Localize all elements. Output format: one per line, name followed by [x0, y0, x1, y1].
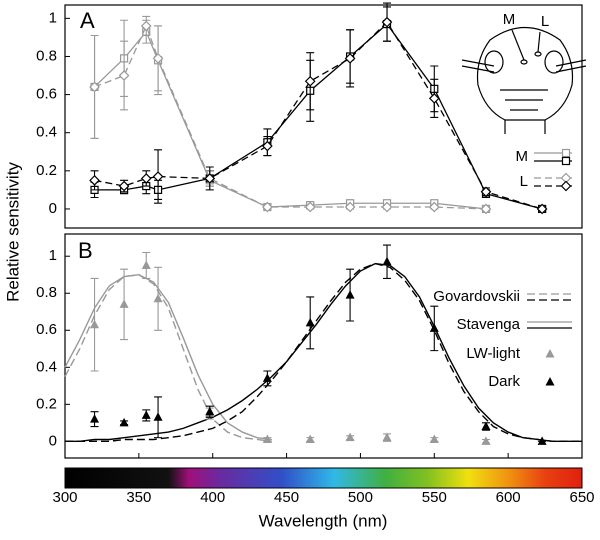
marker — [90, 414, 100, 423]
inset-label: M — [503, 11, 516, 28]
y-tick-label: 1 — [49, 247, 57, 264]
marker — [153, 293, 163, 303]
spectrum-bar — [64, 467, 583, 489]
marker — [305, 317, 315, 327]
marker — [428, 93, 440, 104]
y-tick-label: 0 — [49, 432, 57, 449]
marker — [429, 323, 439, 332]
legend-marker — [560, 180, 572, 192]
plot-frame — [64, 233, 583, 459]
marker — [152, 53, 164, 64]
y-tick-label: 0.4 — [36, 124, 57, 141]
y-tick-label: 0 — [49, 200, 57, 217]
y-tick-label: 0.8 — [36, 47, 57, 64]
marker — [262, 434, 272, 443]
panel-label: A — [80, 8, 95, 33]
legend-marker — [561, 156, 571, 166]
marker — [89, 81, 100, 93]
legend-label: Govardovskii — [433, 288, 520, 305]
marker — [262, 373, 272, 382]
x-tick-label: 550 — [422, 489, 447, 506]
inset-label: L — [541, 13, 549, 30]
y-tick-label: 0.8 — [36, 284, 57, 301]
x-tick-label: 450 — [274, 489, 299, 506]
marker — [152, 171, 164, 182]
legend-marker — [561, 148, 571, 158]
marker — [141, 410, 151, 419]
marker — [262, 201, 273, 213]
plot-frame — [64, 4, 583, 229]
marker — [381, 201, 393, 213]
marker — [344, 201, 356, 213]
marker — [118, 70, 130, 81]
marker — [140, 173, 152, 184]
legend-label: L — [520, 173, 528, 190]
x-tick-label: 650 — [569, 489, 594, 506]
y-tick-label: 0.2 — [36, 395, 57, 412]
x-tick-label: 300 — [52, 489, 77, 506]
marker — [345, 432, 355, 442]
series-line — [94, 24, 487, 210]
legend-label: Dark — [488, 373, 520, 390]
x-tick-label: 400 — [200, 489, 225, 506]
head-inset — [461, 27, 587, 134]
x-axis-title: Wavelength (nm) — [259, 511, 388, 530]
marker — [481, 436, 491, 445]
legend-label: LW-light — [466, 345, 520, 362]
series-line — [94, 21, 543, 210]
marker — [428, 201, 440, 213]
marker — [262, 140, 273, 152]
y-tick-label: 0.6 — [36, 321, 57, 338]
marker — [305, 434, 315, 443]
marker — [480, 203, 492, 215]
legend-marker — [545, 349, 555, 358]
marker — [119, 417, 129, 427]
marker — [345, 290, 355, 299]
y-tick-label: 0.6 — [36, 86, 57, 103]
y-tick-label: 0.4 — [36, 358, 57, 375]
marker — [304, 201, 316, 213]
marker — [90, 319, 100, 329]
marker — [140, 20, 152, 32]
marker — [481, 421, 491, 431]
model-curve — [65, 262, 582, 443]
model-curve — [65, 262, 582, 443]
y-axis-title: Relative sensitivity — [3, 162, 22, 302]
legend-label: Stavenga — [457, 316, 521, 333]
x-tick-label: 500 — [348, 489, 373, 506]
marker — [382, 256, 392, 266]
y-tick-label: 0.2 — [36, 162, 57, 179]
model-curve — [64, 274, 272, 443]
model-curve — [64, 274, 272, 441]
marker — [153, 412, 163, 421]
marker — [429, 434, 439, 443]
legend-label: M — [516, 148, 529, 165]
series-line — [94, 23, 543, 210]
marker — [89, 175, 100, 186]
x-tick-label: 350 — [126, 489, 151, 506]
marker — [344, 53, 356, 64]
panel-label: B — [78, 238, 93, 263]
y-tick-label: 1 — [49, 9, 57, 26]
marker — [304, 75, 316, 87]
marker — [381, 16, 393, 28]
marker — [118, 180, 130, 192]
marker — [119, 299, 129, 308]
marker — [205, 406, 215, 416]
marker — [480, 186, 492, 198]
marker — [382, 432, 392, 442]
marker — [204, 173, 216, 184]
legend-marker — [545, 377, 555, 386]
marker — [536, 203, 548, 215]
x-tick-label: 600 — [496, 489, 521, 506]
marker — [537, 436, 547, 445]
marker — [141, 260, 151, 269]
